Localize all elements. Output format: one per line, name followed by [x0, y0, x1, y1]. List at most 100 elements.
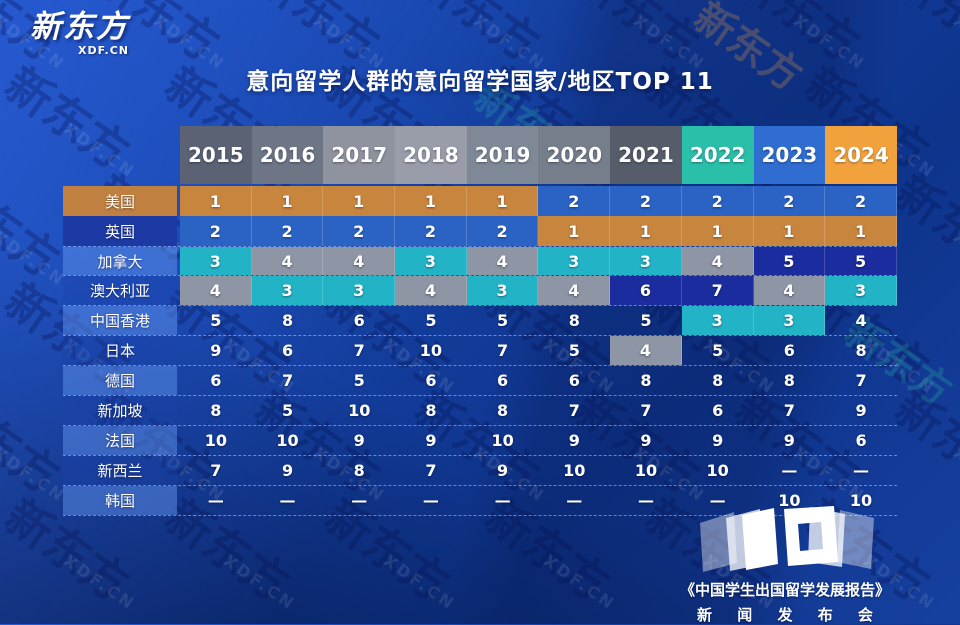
rank-cell: 9 [568, 431, 580, 450]
rank-cell: — [781, 461, 798, 480]
rank-cell: 4 [466, 247, 539, 275]
rank-cell: — [351, 491, 368, 510]
country-label: 德国 [63, 366, 177, 395]
rank-cell: 8 [640, 371, 652, 390]
year-header-cell: 2018 [395, 126, 467, 184]
rank-cell: 9 [783, 431, 795, 450]
rank-cell: 1 [180, 186, 252, 216]
rank-cell: 1 [753, 216, 826, 246]
country-label: 法国 [63, 426, 177, 455]
rank-cell: 7 [210, 461, 222, 480]
rank-cell: 4 [180, 276, 252, 305]
rank-cell: — [709, 491, 726, 510]
rank-cell: 3 [323, 276, 396, 305]
rank-cell: 2 [825, 186, 897, 216]
rank-cell: 10 [276, 431, 299, 450]
rank-cell: 6 [610, 276, 682, 305]
rank-cell: 10 [204, 431, 227, 450]
rank-cell: 3 [395, 247, 467, 275]
rank-cell: 2 [180, 216, 252, 246]
rank-cell: 6 [353, 311, 365, 330]
rank-cell: 2 [251, 216, 324, 246]
rank-cell: 1 [681, 216, 754, 246]
rank-cell: 4 [323, 247, 396, 275]
rank-cell: 5 [497, 311, 509, 330]
country-label: 日本 [63, 336, 177, 365]
rank-cell: 4 [251, 247, 324, 275]
rank-cell: 5 [210, 311, 222, 330]
rank-cell: — [207, 491, 224, 510]
rank-cell: 5 [825, 247, 897, 275]
rank-cell: 10 [706, 461, 729, 480]
rank-cell: — [853, 461, 870, 480]
table-row: 美国 1 1 1 1 1 2 2 2 2 2 [63, 186, 897, 216]
rank-cell: — [566, 491, 583, 510]
rank-cell: 1 [251, 186, 324, 216]
year-header-cell: 2020 [538, 126, 611, 184]
year-header-cell: 2024 [825, 126, 897, 184]
rank-cell: 2 [610, 186, 682, 216]
rank-cell: 9 [640, 431, 652, 450]
rank-cell: 3 [538, 247, 611, 275]
rank-cell: 5 [640, 311, 652, 330]
rank-cell: 10 [634, 461, 658, 480]
rank-cell: 3 [251, 276, 324, 305]
table-row: 英国 2 2 2 2 2 1 1 1 1 1 [63, 216, 897, 246]
rank-cell: 7 [640, 401, 652, 420]
brand-logo-text: 新东方 [30, 9, 129, 45]
rank-cell: 6 [497, 371, 509, 390]
rank-cell: 2 [538, 186, 611, 216]
year-header-cell: 2015 [180, 126, 252, 184]
rank-cell: 2 [681, 186, 754, 216]
rank-cell: 9 [353, 431, 365, 450]
anniversary-books-10-logo [700, 506, 874, 572]
rank-cell: 3 [180, 247, 252, 275]
country-label: 美国 [63, 186, 177, 216]
rank-cell: 3 [681, 306, 754, 335]
country-label: 澳大利亚 [63, 276, 177, 305]
rank-cell: 8 [353, 461, 365, 480]
table-row: 加拿大 3 4 4 3 4 3 3 4 5 5 [63, 246, 897, 276]
rank-cell: 1 [323, 186, 396, 216]
rank-cell: 3 [466, 276, 539, 305]
rank-cell: 7 [281, 371, 294, 390]
rank-cell: 8 [210, 401, 222, 420]
rank-cell: 9 [210, 341, 222, 360]
table-row: 澳大利亚 4 3 3 4 3 4 6 7 4 3 [63, 276, 897, 306]
rank-cell: 10 [348, 401, 371, 420]
rank-cell: 4 [753, 276, 826, 305]
rank-cell: 8 [281, 311, 294, 330]
rank-cell: 7 [855, 371, 867, 390]
page-title: 意向留学人群的意向留学国家/地区TOP 11 [246, 69, 714, 95]
rank-cell: 6 [712, 401, 724, 420]
event-name: 新 闻 发 布 会 [697, 606, 883, 624]
rank-cell: 5 [753, 247, 826, 275]
year-header-cell: 2022 [681, 126, 754, 184]
rank-cell: 7 [681, 276, 754, 305]
rank-cell: 7 [425, 461, 437, 480]
rank-cell: 3 [753, 306, 826, 335]
rank-cell: 5 [425, 311, 437, 330]
brand-logo-domain: XDF.CN [78, 44, 129, 57]
footer-brand: 《中国学生出国留学发展报告》 新 闻 发 布 会 [655, 503, 915, 625]
rank-cell: — [494, 491, 511, 510]
rank-cell: 1 [466, 186, 539, 216]
rank-cell: 1 [538, 216, 611, 246]
header-spacer [63, 126, 177, 184]
rank-cell: 10 [419, 341, 443, 360]
rank-cell: 6 [210, 371, 222, 390]
rank-cell: 7 [568, 401, 580, 420]
year-header-cell: 2023 [753, 126, 826, 184]
year-header-cell: 2017 [323, 126, 396, 184]
rank-cell: 2 [395, 216, 467, 246]
year-header-cell: 2019 [466, 126, 539, 184]
rank-cell: 5 [568, 341, 580, 360]
rank-cell: 6 [425, 371, 437, 390]
brand-logo: 新东方 XDF.CN [30, 9, 129, 57]
rank-cell: 2 [753, 186, 826, 216]
rank-cell: 1 [610, 216, 682, 246]
rank-cell: 8 [568, 311, 580, 330]
rank-cell: — [279, 491, 296, 510]
rank-cell: 10 [563, 461, 586, 480]
